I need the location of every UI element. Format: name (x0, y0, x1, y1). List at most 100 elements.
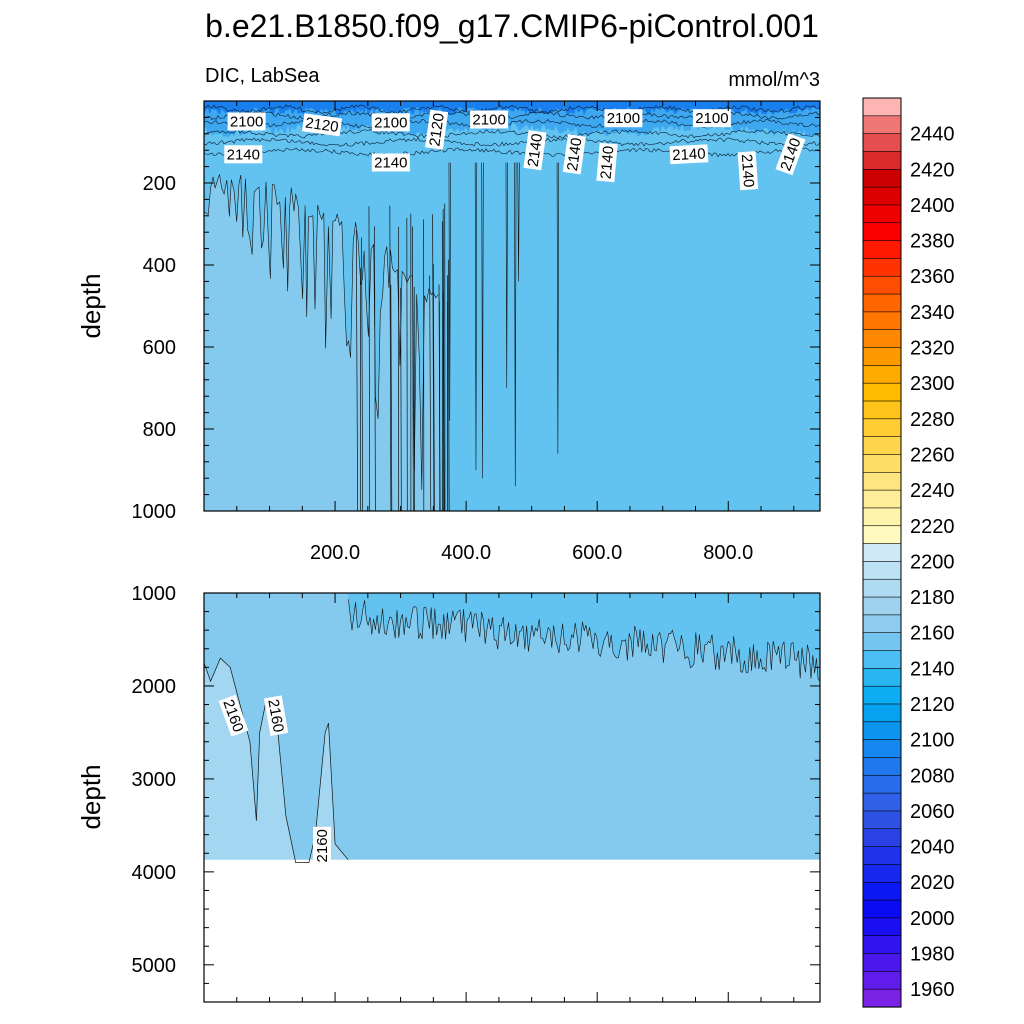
colorbar-box (862, 632, 902, 652)
colorbar-label: 2140 (910, 658, 955, 680)
colorbar-box (862, 454, 902, 473)
colorbar-label: 2180 (910, 587, 955, 609)
colorbar-label: 1980 (910, 944, 955, 966)
contour-deep (429, 275, 432, 511)
colorbar-box (862, 988, 902, 1008)
contour-deep (432, 214, 435, 511)
colorbar-box (862, 953, 902, 972)
colorbar-frame (862, 97, 902, 1008)
y-tick-label: 3000 (132, 769, 177, 791)
contour-label: 2160 (263, 695, 289, 736)
y-tick-label: 2000 (132, 676, 177, 698)
colorbar-box (862, 774, 902, 794)
colorbar-box (862, 97, 902, 117)
colorbar-box (862, 186, 902, 206)
contour-label-text: 2140 (227, 146, 260, 163)
lower-ticks: 1000 2000 3000 4000 5000 (132, 583, 820, 1003)
colorbar-box (862, 668, 902, 687)
contour-deep (374, 226, 376, 511)
contour-label: 2160 (313, 826, 331, 865)
colorbar-label: 2120 (910, 694, 955, 716)
contour-surface (204, 129, 820, 139)
colorbar-box (862, 133, 902, 153)
contour-label: 2100 (604, 109, 643, 128)
units-label: mmol/m^3 (728, 69, 820, 91)
contour-label: 2120 (425, 109, 449, 150)
y-tick-label: 600 (143, 337, 176, 359)
colorbar-box (862, 650, 902, 669)
contour-spike (505, 162, 508, 389)
contour-label: 2140 (371, 153, 410, 172)
colorbar-box (862, 382, 902, 402)
colorbar-label: 2020 (910, 872, 955, 894)
colorbar-box (862, 365, 902, 384)
contour-deep (355, 230, 358, 511)
contour-deep (400, 287, 402, 511)
colorbar-label: 2320 (910, 338, 955, 360)
contour-spike (517, 162, 520, 282)
colorbar-box (862, 222, 902, 242)
colorbar-box (862, 757, 902, 776)
contour-label-text: 2140 (525, 133, 546, 168)
upper-y-axis-label: depth (76, 273, 106, 338)
x-tick-label: 600.0 (572, 542, 622, 564)
contour-deep (368, 206, 371, 511)
contour-deep (389, 205, 392, 511)
contour-label: 2100 (692, 109, 731, 128)
colorbar-box (862, 311, 902, 331)
contour-label: 2100 (371, 113, 410, 132)
x-tick-label: 200.0 (310, 542, 360, 564)
contour-label-text: 2100 (695, 110, 728, 127)
colorbar-box (862, 168, 902, 188)
colorbar-box (862, 792, 902, 812)
colorbar-box (862, 828, 902, 848)
contour-deep (412, 226, 414, 511)
colorbar-label: 2360 (910, 266, 955, 288)
colorbar-box (862, 721, 902, 741)
colorbar-box (862, 204, 902, 224)
contour-label-text: 2160 (314, 829, 331, 862)
contour-deep (447, 259, 450, 511)
colorbar-label: 2060 (910, 801, 955, 823)
colorbar-box (862, 917, 902, 937)
upper-shading (204, 101, 820, 511)
contour-label: 2120 (301, 113, 343, 137)
colorbar-box (862, 810, 902, 830)
colorbar-label: 2160 (910, 623, 955, 645)
contour-label: 2140 (523, 130, 547, 171)
contour-spike (474, 162, 478, 471)
contour-label-text: 2100 (230, 114, 263, 131)
colorbar-label: 2040 (910, 837, 955, 859)
y-tick-label: 1000 (132, 583, 177, 605)
contour-2140 (348, 599, 820, 681)
colorbar-box (862, 436, 902, 456)
y-tick-label: 4000 (132, 862, 177, 884)
contour-label-text: 2120 (426, 112, 447, 147)
contour-spike (514, 162, 517, 487)
contour-deep (432, 264, 435, 511)
colorbar-label: 2080 (910, 765, 955, 787)
seafloor-mask (204, 859, 820, 1002)
colorbar-box (862, 971, 902, 990)
contour-label-text: 2120 (304, 115, 339, 136)
contour-label-text: 2100 (472, 112, 505, 129)
colorbar-box (862, 347, 902, 366)
colorbar-box (862, 151, 902, 170)
contour-deep (361, 237, 364, 511)
contour-label: 2100 (470, 110, 509, 129)
contour-label-text: 2100 (374, 114, 407, 131)
contour-surface (204, 147, 820, 158)
contour-label-text: 2140 (564, 137, 585, 172)
colorbar-box (862, 881, 902, 901)
colorbar-box (862, 703, 902, 723)
colorbar-label: 1960 (910, 979, 955, 1001)
contour-label: 2140 (562, 134, 586, 175)
colorbar-box (862, 400, 902, 420)
contour-label-text: 2140 (672, 145, 706, 164)
shade-surface-2100 (204, 101, 820, 116)
colorbar-box (862, 329, 902, 349)
colorbar-label: 2000 (910, 908, 955, 930)
colorbar-box (862, 864, 902, 883)
